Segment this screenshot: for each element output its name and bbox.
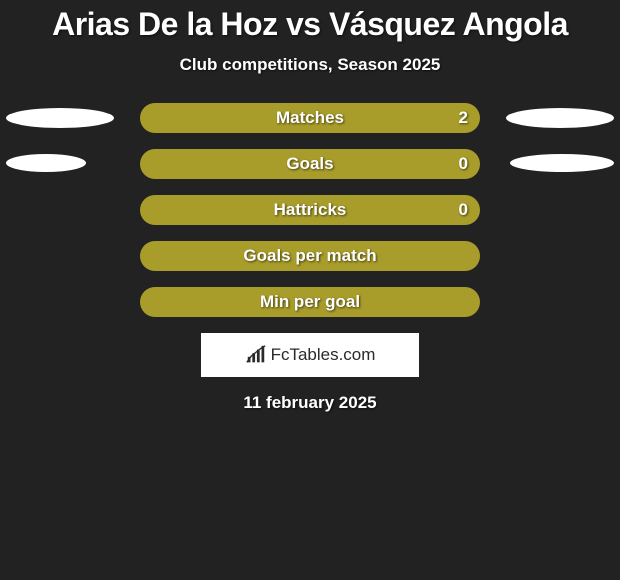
stat-bar-value: 0 bbox=[459, 154, 468, 174]
stat-bar-label: Goals bbox=[140, 154, 480, 174]
left-ellipse bbox=[6, 108, 114, 128]
stat-row: Matches2 bbox=[0, 103, 620, 133]
stat-bar-label: Goals per match bbox=[140, 246, 480, 266]
brand-text: FcTables.com bbox=[271, 345, 376, 365]
right-ellipse bbox=[510, 154, 614, 172]
stat-bar-value: 0 bbox=[459, 200, 468, 220]
stat-bar-label: Hattricks bbox=[140, 200, 480, 220]
stat-bar: Min per goal bbox=[140, 287, 480, 317]
bar-wrap: Min per goal bbox=[140, 287, 480, 317]
right-ellipse bbox=[506, 108, 614, 128]
date-label: 11 february 2025 bbox=[0, 393, 620, 413]
stat-row: Min per goal bbox=[0, 287, 620, 317]
stat-bar: Goals per match bbox=[140, 241, 480, 271]
bar-wrap: Goals per match bbox=[140, 241, 480, 271]
stats-rows: Matches2Goals0Hattricks0Goals per matchM… bbox=[0, 103, 620, 317]
stat-row: Hattricks0 bbox=[0, 195, 620, 225]
stat-bar: Hattricks0 bbox=[140, 195, 480, 225]
stat-bar-label: Matches bbox=[140, 108, 480, 128]
bar-wrap: Matches2 bbox=[140, 103, 480, 133]
brand-box: FcTables.com bbox=[201, 333, 419, 377]
stat-bar: Matches2 bbox=[140, 103, 480, 133]
stat-bar-label: Min per goal bbox=[140, 292, 480, 312]
stat-row: Goals per match bbox=[0, 241, 620, 271]
brand-chart-icon bbox=[245, 344, 267, 366]
stat-bar-value: 2 bbox=[459, 108, 468, 128]
bar-wrap: Hattricks0 bbox=[140, 195, 480, 225]
page-subtitle: Club competitions, Season 2025 bbox=[0, 55, 620, 75]
bar-wrap: Goals0 bbox=[140, 149, 480, 179]
stat-bar: Goals0 bbox=[140, 149, 480, 179]
left-ellipse bbox=[6, 154, 86, 172]
stat-row: Goals0 bbox=[0, 149, 620, 179]
page-title: Arias De la Hoz vs Vásquez Angola bbox=[0, 0, 620, 43]
